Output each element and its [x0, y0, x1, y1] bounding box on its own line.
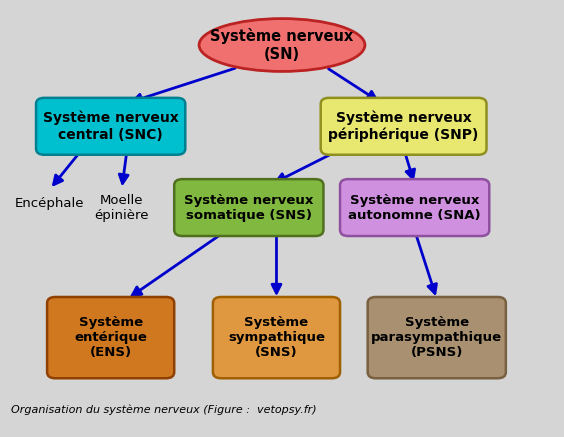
Text: Système
sympathique
(SNS): Système sympathique (SNS)	[228, 316, 325, 359]
Text: Système nerveux
central (SNC): Système nerveux central (SNC)	[43, 111, 179, 142]
Text: Système nerveux
périphérique (SNP): Système nerveux périphérique (SNP)	[328, 111, 479, 142]
Ellipse shape	[199, 19, 365, 71]
FancyBboxPatch shape	[47, 297, 174, 378]
Text: Moelle
épinière: Moelle épinière	[94, 194, 149, 222]
FancyBboxPatch shape	[321, 98, 487, 155]
FancyBboxPatch shape	[213, 297, 340, 378]
FancyBboxPatch shape	[174, 179, 323, 236]
Text: Système
entérique
(ENS): Système entérique (ENS)	[74, 316, 147, 359]
Text: Système nerveux
somatique (SNS): Système nerveux somatique (SNS)	[184, 194, 314, 222]
Text: Système
parasympathique
(PSNS): Système parasympathique (PSNS)	[371, 316, 503, 359]
Text: Système nerveux
autonomne (SNA): Système nerveux autonomne (SNA)	[349, 194, 481, 222]
Text: Encéphale: Encéphale	[15, 197, 85, 210]
FancyBboxPatch shape	[36, 98, 185, 155]
FancyBboxPatch shape	[340, 179, 489, 236]
Text: Organisation du système nerveux (Figure :  vetopsy.fr): Organisation du système nerveux (Figure …	[11, 404, 317, 415]
Text: Système nerveux
(SN): Système nerveux (SN)	[210, 28, 354, 62]
FancyBboxPatch shape	[368, 297, 506, 378]
